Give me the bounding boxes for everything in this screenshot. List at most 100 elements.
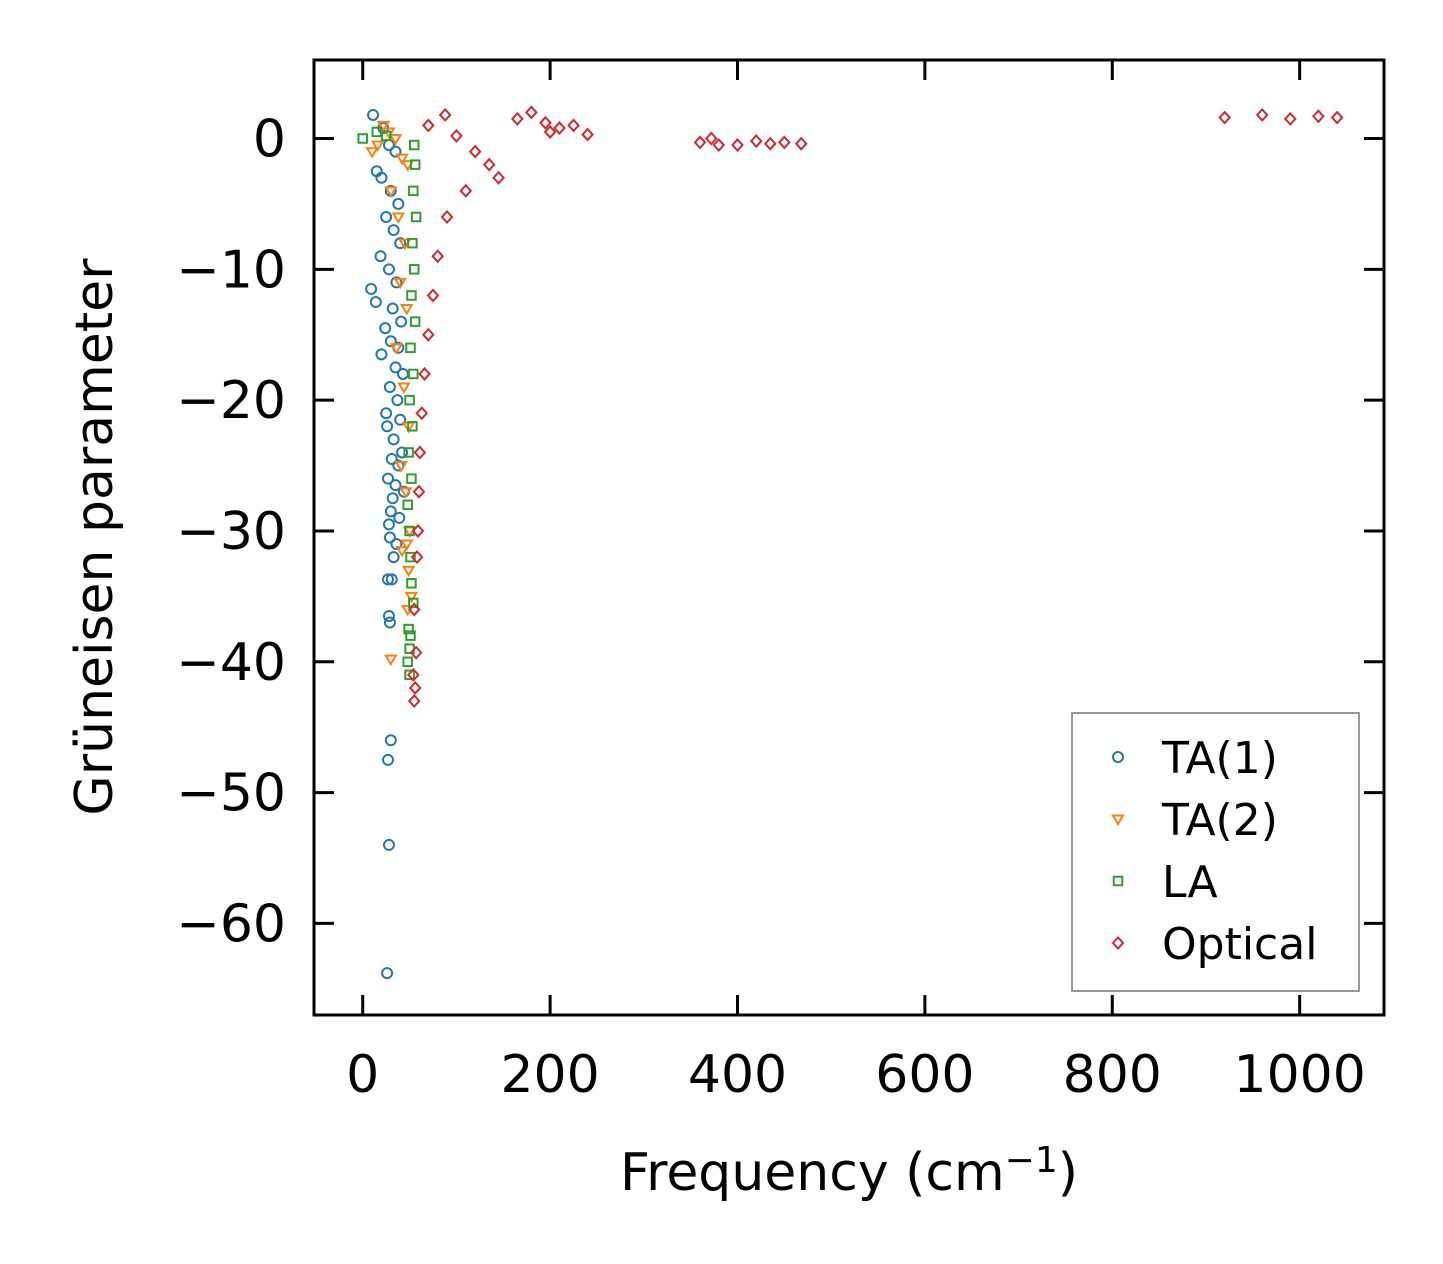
data-point	[693, 135, 707, 150]
legend-label: TA(2)	[1161, 795, 1278, 846]
data-point	[383, 616, 396, 629]
data-point	[386, 492, 399, 505]
y-tick-label: −20	[176, 371, 286, 431]
y-tick-label: −50	[176, 764, 286, 824]
x-axis: 0 200 400 600 800 1000	[346, 60, 1366, 1105]
data-point	[404, 669, 415, 681]
data-point	[397, 382, 411, 395]
data-point	[409, 645, 423, 660]
data-point	[389, 343, 404, 355]
data-point	[539, 115, 552, 130]
data-point	[749, 134, 763, 149]
data-point	[412, 484, 426, 499]
data-point	[510, 111, 524, 126]
data-point	[382, 753, 395, 766]
data-point	[399, 487, 413, 499]
data-point	[402, 656, 413, 668]
data-point	[380, 210, 393, 223]
data-point	[409, 159, 421, 170]
data-point	[382, 127, 396, 139]
legend-label: TA(1)	[1161, 733, 1278, 784]
data-point	[383, 381, 396, 394]
data-point	[763, 136, 777, 151]
data-point	[731, 138, 744, 153]
data-point	[383, 531, 396, 544]
data-point	[525, 105, 538, 120]
data-point	[382, 263, 395, 276]
data-point	[406, 578, 417, 589]
legend-item: LA	[1112, 857, 1218, 908]
data-point	[400, 304, 414, 316]
data-point	[369, 296, 382, 309]
data-point	[385, 573, 398, 586]
data-point	[384, 654, 398, 667]
x-tick-label: 800	[1063, 1045, 1162, 1105]
data-point	[394, 461, 408, 473]
data-point	[391, 394, 404, 407]
x-tick-label: 200	[500, 1045, 599, 1105]
data-point	[380, 130, 392, 142]
legend-item: Optical	[1111, 919, 1317, 970]
data-point	[406, 473, 417, 484]
y-axis-label: Grüneisen parameter	[65, 258, 125, 816]
data-point	[375, 171, 388, 184]
data-point	[390, 538, 403, 551]
data-point	[581, 127, 594, 142]
data-point	[385, 453, 398, 466]
legend: TA(1) TA(2) LA Optical	[1071, 712, 1360, 992]
data-point	[392, 197, 405, 210]
legend-marker	[1112, 751, 1124, 763]
y-tick-label: −60	[176, 894, 286, 954]
x-tick-label: 1000	[1234, 1045, 1366, 1105]
legend-item: TA(1)	[1112, 733, 1278, 784]
data-point	[374, 250, 387, 263]
data-point	[1255, 107, 1269, 122]
data-point	[384, 505, 397, 518]
data-point	[402, 499, 413, 511]
data-point	[370, 140, 385, 153]
y-tick-label: −30	[176, 502, 286, 562]
data-point	[409, 139, 420, 151]
data-point	[387, 551, 400, 564]
data-point	[375, 348, 388, 361]
data-point	[482, 157, 496, 172]
data-point	[405, 342, 416, 354]
y-axis: 0 −10 −20 −30 −40 −50 −60	[176, 109, 1384, 954]
data-point	[440, 209, 454, 224]
data-point	[459, 183, 473, 198]
data-point	[408, 597, 419, 609]
data-point	[382, 573, 395, 586]
data-point	[357, 133, 368, 144]
data-point	[421, 327, 435, 342]
y-tick-label: 0	[253, 109, 286, 169]
data-point	[365, 147, 379, 159]
data-point	[407, 694, 421, 709]
x-axis-label: Frequency (cm−1)	[620, 1140, 1078, 1203]
data-point	[386, 302, 399, 315]
data-point	[395, 315, 408, 328]
data-point	[395, 153, 409, 166]
data-point	[394, 413, 407, 426]
data-point	[409, 316, 421, 327]
data-point	[405, 551, 416, 563]
data-point	[438, 107, 452, 122]
series-la	[357, 126, 422, 681]
data-point	[407, 237, 418, 249]
data-point	[415, 406, 429, 421]
x-tick-label: 400	[688, 1045, 787, 1105]
data-point	[387, 224, 400, 237]
data-point	[404, 591, 419, 604]
data-point	[400, 539, 414, 552]
data-point	[777, 135, 791, 150]
data-point	[389, 479, 402, 492]
data-point	[401, 565, 416, 578]
data-point	[492, 170, 505, 185]
data-point	[367, 108, 380, 121]
data-point	[384, 186, 398, 198]
data-point	[382, 472, 395, 485]
x-tick-label: 0	[346, 1045, 379, 1105]
data-point	[408, 185, 419, 197]
data-point	[382, 518, 395, 531]
data-point	[403, 447, 414, 458]
